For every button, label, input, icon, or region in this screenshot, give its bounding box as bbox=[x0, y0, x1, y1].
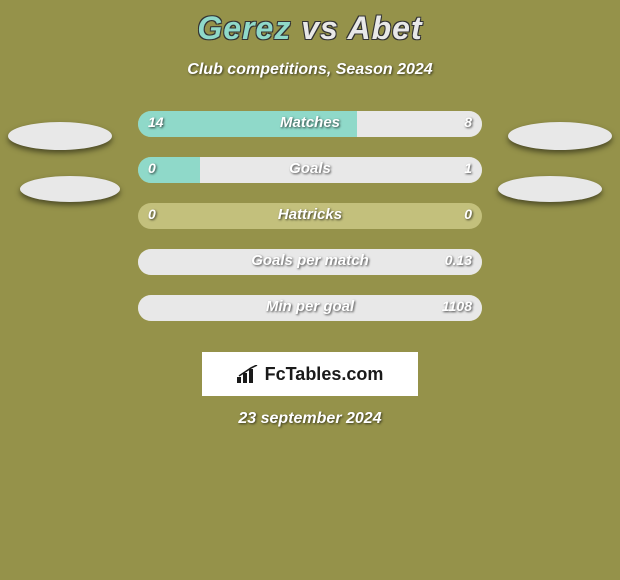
stat-value-right: 1 bbox=[464, 160, 472, 176]
stat-bar-track: Goals01 bbox=[138, 157, 482, 183]
player2-name: Abet bbox=[348, 10, 423, 46]
comparison-card: Gerez vs Abet Club competitions, Season … bbox=[0, 0, 620, 580]
decorative-ellipse bbox=[508, 122, 612, 150]
stat-value-right: 1108 bbox=[442, 298, 472, 314]
stat-value-right: 0 bbox=[464, 206, 472, 222]
decorative-ellipse bbox=[498, 176, 602, 202]
stat-bar-track: Hattricks0 0 bbox=[138, 203, 482, 229]
page-title: Gerez vs Abet bbox=[0, 0, 620, 47]
stat-bar-track: Goals per match0.13 bbox=[138, 249, 482, 275]
chart-icon bbox=[237, 365, 259, 383]
stat-value-left: 14 bbox=[148, 114, 164, 130]
stat-value-left: 0 bbox=[148, 160, 156, 176]
stat-row: Goals per match0.13 bbox=[0, 249, 620, 275]
stat-bar-track: Min per goal1108 bbox=[138, 295, 482, 321]
stat-bar-track: Matches148 bbox=[138, 111, 482, 137]
player1-name: Gerez bbox=[197, 10, 291, 46]
stat-row: Hattricks0 0 bbox=[0, 203, 620, 229]
subtitle: Club competitions, Season 2024 bbox=[0, 61, 620, 79]
fctables-logo[interactable]: FcTables.com bbox=[202, 352, 418, 396]
decorative-ellipse bbox=[20, 176, 120, 202]
stat-value-right: 0.13 bbox=[445, 252, 472, 268]
decorative-ellipse bbox=[8, 122, 112, 150]
vs-label: vs bbox=[301, 10, 339, 46]
stat-value-left: 0 bbox=[148, 206, 156, 222]
stat-bar-right-fill bbox=[200, 157, 482, 183]
stat-row: Min per goal1108 bbox=[0, 295, 620, 321]
stat-bar-right-fill bbox=[138, 295, 482, 321]
date-label: 23 september 2024 bbox=[0, 410, 620, 428]
stat-bar-left-fill bbox=[138, 111, 357, 137]
stat-value-right: 8 bbox=[464, 114, 472, 130]
stat-bar-right-fill bbox=[138, 249, 482, 275]
stat-label: Hattricks bbox=[138, 206, 482, 223]
logo-text: FcTables.com bbox=[265, 364, 384, 385]
